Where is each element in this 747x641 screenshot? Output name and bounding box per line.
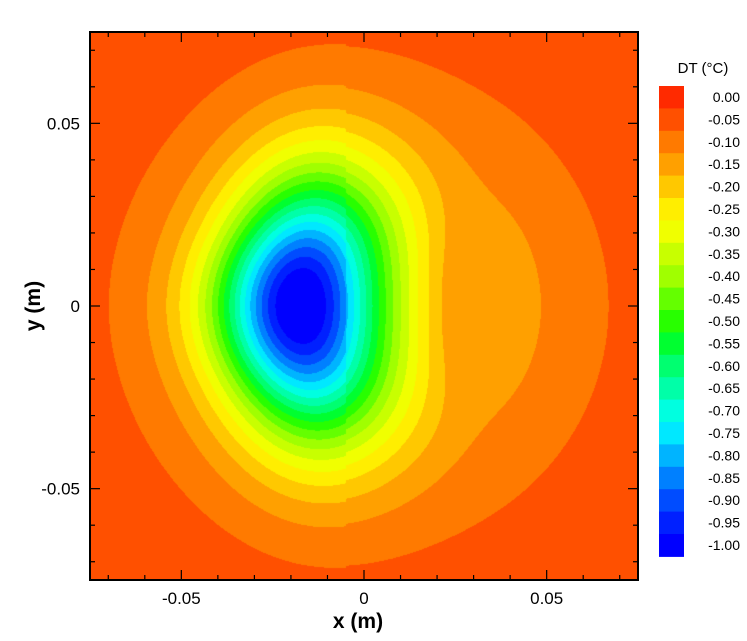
legend-title: DT (°C) (678, 60, 729, 77)
colorbar-label: -0.80 (708, 447, 740, 463)
colorbar-label: -0.15 (708, 156, 740, 172)
colorbar-swatch (659, 354, 684, 378)
x-tick-label: 0 (359, 589, 368, 608)
colorbar-swatch (659, 265, 684, 289)
colorbar-swatch (659, 489, 684, 513)
colorbar-label: -0.75 (708, 425, 740, 441)
colorbar-label: -0.45 (708, 291, 740, 307)
colorbar-label: -0.05 (708, 111, 740, 127)
colorbar-swatch (659, 108, 684, 132)
y-axis-title: y (m) (22, 281, 45, 331)
colorbar-swatch (659, 310, 684, 333)
colorbar-swatch (659, 86, 684, 109)
colorbar-label: -0.55 (708, 335, 740, 351)
colorbar-label: -0.70 (708, 403, 740, 419)
x-axis-title: x (m) (333, 610, 383, 633)
colorbar-label: -0.50 (708, 313, 740, 329)
colorbar-label: -0.65 (708, 380, 740, 396)
colorbar-swatch (659, 466, 684, 490)
colorbar-label: -0.35 (708, 246, 740, 262)
axes: -0.05 0 0.05 -0.05 0 0.05 (41, 31, 639, 608)
colorbar-swatch (659, 287, 684, 311)
y-tick-label: 0.05 (47, 114, 80, 133)
colorbar-label: -0.30 (708, 223, 740, 239)
colorbar-label: 0.00 (713, 89, 740, 105)
colorbar-label: -0.90 (708, 492, 740, 508)
colorbar-label: -0.60 (708, 358, 740, 374)
x-tick-label: -0.05 (162, 589, 201, 608)
y-tick-label: -0.05 (41, 480, 80, 499)
colorbar-label: -0.85 (708, 470, 740, 486)
colorbar-label: -0.95 (708, 515, 740, 531)
colorbar-swatch (659, 242, 684, 266)
colorbar-label: -0.20 (708, 179, 740, 195)
colorbar-swatch (659, 175, 684, 199)
colorbar-swatch (659, 332, 684, 356)
colorbar-label: -0.25 (708, 201, 740, 217)
colorbar-swatch (659, 153, 684, 177)
colorbar-swatch (659, 377, 684, 401)
colorbar-label: -0.10 (708, 134, 740, 150)
colorbar-swatch (659, 130, 684, 154)
contour-field (90, 32, 638, 580)
colorbar-swatch (659, 399, 684, 423)
y-tick-label: 0 (71, 297, 80, 316)
colorbar-swatch (659, 198, 684, 221)
colorbar-label: -0.40 (708, 268, 740, 284)
colorbar-legend: 0.00 -0.05 -0.10 -0.15 -0.20 -0.25 -0.30 -0.35 -… (659, 86, 740, 557)
plot-area (90, 32, 638, 580)
colorbar-swatch (659, 220, 684, 244)
colorbar-swatch (659, 511, 684, 535)
x-tick-label: 0.05 (530, 589, 563, 608)
colorbar-swatch (659, 534, 684, 557)
colorbar-swatch (659, 444, 684, 468)
colorbar-label: -1.00 (708, 537, 740, 553)
colorbar-swatch (659, 422, 684, 445)
